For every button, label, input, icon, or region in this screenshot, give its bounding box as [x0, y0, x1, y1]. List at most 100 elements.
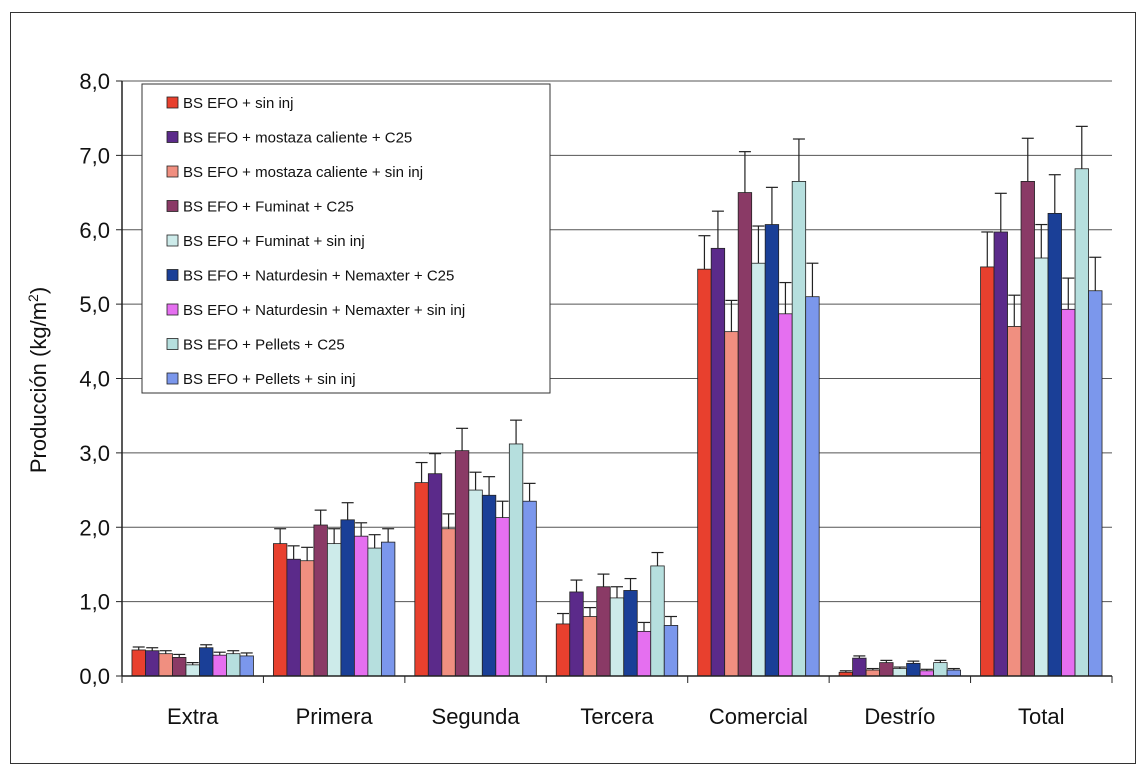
- y-tick-label: 3,0: [79, 441, 110, 466]
- legend-swatch: [166, 165, 179, 178]
- bar: [764, 224, 780, 677]
- y-tick-label: 6,0: [79, 218, 110, 243]
- bar: [172, 657, 187, 677]
- bar: [805, 296, 820, 677]
- bar: [158, 653, 173, 677]
- legend-box: [141, 83, 551, 394]
- bar: [1074, 168, 1089, 677]
- bar: [1061, 308, 1076, 677]
- bar: [326, 543, 342, 677]
- legend-label: BS EFO + mostaza caliente + sin inj: [183, 164, 423, 181]
- bar: [710, 247, 726, 677]
- bar: [737, 192, 753, 677]
- bar: [778, 313, 793, 677]
- legend-swatch: [166, 96, 179, 109]
- bar: [145, 650, 160, 677]
- legend-label: BS EFO + Fuminat + sin inj: [183, 233, 365, 250]
- bar: [1047, 212, 1062, 677]
- legend-items: BS EFO + sin inj BS EFO + mostaza calient…: [166, 95, 465, 388]
- legend-swatch: [166, 372, 179, 385]
- bar: [1020, 181, 1035, 677]
- bar: [946, 669, 962, 677]
- bar: [636, 630, 652, 677]
- legend-label: BS EFO + Naturdesin + Nemaxter + C25: [183, 268, 454, 285]
- bar: [1088, 290, 1103, 677]
- bar: [212, 654, 227, 677]
- bar: [663, 625, 679, 677]
- bar: [286, 558, 301, 677]
- bar: [993, 231, 1008, 677]
- bar: [751, 262, 766, 677]
- bar: [353, 535, 369, 677]
- x-category-label: Tercera: [580, 704, 654, 729]
- bar: [495, 517, 510, 677]
- bar: [582, 616, 598, 677]
- bar: [340, 519, 355, 677]
- y-tick-label: 5,0: [79, 292, 110, 317]
- bar: [481, 494, 497, 677]
- bar: [239, 655, 254, 677]
- legend-label: BS EFO + Naturdesin + Nemaxter + sin inj: [183, 302, 465, 319]
- y-tick-label: 0,0: [79, 664, 110, 689]
- bar: [569, 591, 584, 677]
- y-axis-label: Producción (kg/m2): [25, 287, 51, 473]
- legend: BS EFO + sin inj BS EFO + mostaza calient…: [141, 83, 551, 394]
- bar: [468, 489, 483, 677]
- x-category-label: Primera: [296, 704, 374, 729]
- bar: [313, 524, 328, 677]
- bar: [367, 547, 382, 677]
- bar: [609, 597, 625, 677]
- bar: [272, 543, 288, 677]
- bar: [414, 482, 429, 677]
- x-category-label: Comercial: [709, 704, 808, 729]
- x-category-label: Destrío: [864, 704, 935, 729]
- y-tick-label: 8,0: [79, 69, 110, 94]
- bar: [441, 528, 456, 677]
- bar: [185, 664, 200, 677]
- bar: [199, 647, 214, 677]
- legend-label: BS EFO + mostaza caliente + C25: [183, 130, 412, 147]
- bar: [919, 670, 935, 677]
- legend-swatch: [166, 131, 179, 143]
- legend-swatch: [166, 303, 179, 316]
- legend-swatch: [166, 269, 179, 281]
- bar: [299, 560, 315, 677]
- legend-swatch: [166, 338, 179, 350]
- bar: [131, 649, 146, 677]
- bar: [791, 181, 807, 677]
- y-tick-label: 4,0: [79, 367, 110, 392]
- bar: [623, 590, 638, 677]
- y-tick-label: 2,0: [79, 515, 110, 540]
- x-category-labels: Extra Primera Segunda Tercera Comercial Destr…: [167, 704, 1064, 729]
- legend-label: BS EFO + sin inj: [183, 95, 293, 112]
- bar: [427, 473, 443, 677]
- bar: [555, 623, 571, 677]
- bar: [865, 669, 881, 677]
- x-category-label: Extra: [167, 704, 219, 729]
- bar: [1034, 257, 1049, 677]
- legend-label: BS EFO + Pellets + sin inj: [183, 371, 356, 388]
- bar: [697, 268, 712, 677]
- bar: [508, 443, 524, 677]
- legend-label: BS EFO + Fuminat + C25: [183, 199, 354, 216]
- bar: [724, 331, 739, 677]
- bar: [522, 500, 537, 677]
- bar: [906, 662, 921, 677]
- bar: [226, 653, 241, 677]
- bar: [879, 662, 894, 677]
- y-tick-labels: 0,0 1,0 2,0 3,0 4,0 5,0 6,0 7,0 8,0: [79, 69, 110, 689]
- x-category-label: Segunda: [432, 704, 521, 729]
- bar: [852, 657, 867, 677]
- x-category-label: Total: [1018, 704, 1064, 729]
- axes-layer: [116, 80, 1113, 683]
- bar: [892, 668, 908, 677]
- bar: [380, 541, 396, 677]
- bar: [596, 586, 611, 677]
- bars-layer: [131, 125, 1103, 677]
- y-tick-label: 7,0: [79, 143, 110, 168]
- y-tick-label: 1,0: [79, 590, 110, 615]
- bar: [1007, 326, 1022, 677]
- bar: [980, 266, 995, 677]
- legend-swatch: [166, 234, 179, 247]
